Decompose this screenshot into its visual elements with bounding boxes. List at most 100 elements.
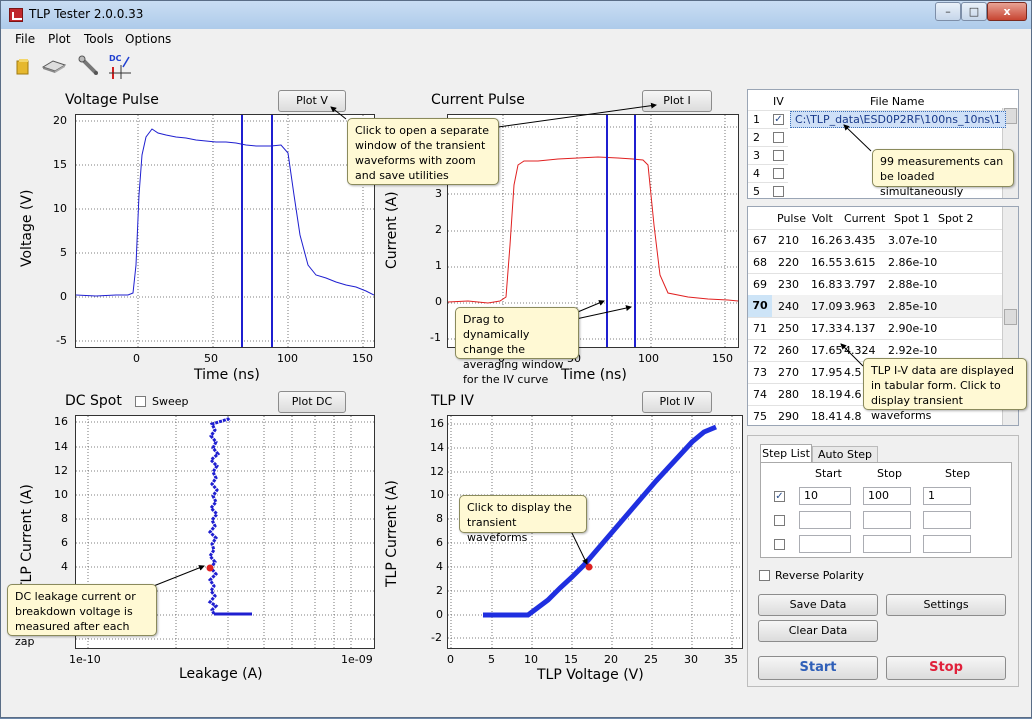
voltage-ytick: 0 [60,290,67,303]
tlp-iv-svg [448,416,742,648]
app-icon [9,8,23,22]
open-folder-icon[interactable] [13,55,35,77]
voltage-xtick: 50 [204,352,218,365]
current-ytick: 0 [435,295,442,308]
step-stop-input[interactable] [863,535,911,553]
step-stop-input[interactable]: 100 [863,487,911,505]
file-col-name: File Name [870,95,925,108]
voltage-ytick: -5 [56,334,67,347]
iv-xtick: 10 [524,653,538,666]
col-spot2: Spot 2 [938,212,974,225]
step-step-input[interactable] [923,511,971,529]
plot-i-button[interactable]: Plot I [642,90,712,112]
tab-auto-step[interactable]: Auto Step [812,446,878,463]
file-row-checkbox[interactable] [773,186,784,197]
table-row-selected[interactable]: 70 240 17.09 3.963 2.85e-10 [748,295,1002,317]
step-start-input[interactable]: 10 [799,487,851,505]
table-row[interactable]: 75 290 18.41 4.8 [753,410,862,423]
file-col-iv: IV [773,95,784,108]
file-row-number: 2 [753,131,760,144]
voltage-trace [76,128,374,297]
wrench-icon[interactable] [77,55,99,77]
callout-click-iv: Click to display the transient waveforms [459,495,587,544]
voltage-pulse-title: Voltage Pulse [65,92,159,108]
callout-plot-v: Click to open a separate window of the t… [347,118,499,185]
iv-ytick: 12 [430,465,444,478]
file-row-number: 1 [753,113,760,126]
dc-xtick: 1e-09 [341,653,373,666]
dc-ytick: 14 [54,440,68,453]
iv-xtick: 30 [684,653,698,666]
menu-options[interactable]: Options [125,32,172,46]
maximize-button[interactable]: □ [961,2,987,21]
title-bar: TLP Tester 2.0.0.33 – □ x [1,1,1031,29]
table-row[interactable]: 71 250 17.33 4.137 2.90e-10 [753,322,938,335]
table-row[interactable]: 68 220 16.55 3.615 2.86e-10 [753,256,938,269]
step-start-input[interactable] [799,535,851,553]
menu-tools[interactable]: Tools [84,32,114,46]
file-row-checkbox[interactable] [773,168,784,179]
voltage-pulse-plot[interactable] [75,114,375,348]
dc-plot-icon[interactable]: DC [107,54,133,79]
save-data-button[interactable]: Save Data [758,594,878,616]
stop-button[interactable]: Stop [886,656,1006,680]
plot-dc-button[interactable]: Plot DC [278,391,346,413]
clear-data-button[interactable]: Clear Data [758,620,878,642]
dc-ytick: 12 [54,464,68,477]
dc-spot-selected-point[interactable] [206,564,214,572]
file-row-name[interactable]: C:\TLP_data\ESD0P2RF\100ns_10ns\1 [790,111,1006,128]
voltage-xlabel: Time (ns) [194,367,260,383]
voltage-ytick: 15 [53,158,67,171]
current-trace [448,156,738,304]
device-icon[interactable] [41,55,67,77]
voltage-pulse-svg [76,115,374,347]
settings-button[interactable]: Settings [886,594,1006,616]
table-row[interactable]: 69 230 16.83 3.797 2.88e-10 [753,278,938,291]
step-list-pane: Start Stop Step ✓ 10 100 1 [760,462,1012,558]
dc-xlabel: Leakage (A) [179,666,263,682]
reverse-polarity-label: Reverse Polarity [775,569,864,582]
menu-plot[interactable]: Plot [48,32,71,46]
table-row[interactable]: 74 280 18.19 4.6 [753,388,862,401]
file-row-checkbox[interactable]: ✓ [773,114,784,125]
table-row[interactable]: 67 210 16.26 3.435 3.07e-10 [753,234,938,247]
current-ytick: 3 [435,187,442,200]
tab-step-list[interactable]: Step List [760,444,812,463]
step-step-input[interactable] [923,535,971,553]
iv-xlabel: TLP Voltage (V) [537,667,644,683]
sweep-checkbox[interactable] [135,396,146,407]
dc-ytick: 10 [54,488,68,501]
step-stop-input[interactable] [863,511,911,529]
dc-ytick: 6 [61,536,68,549]
step-row-checkbox[interactable]: ✓ [774,491,785,502]
dc-spot-svg [76,416,374,648]
iv-xtick: 5 [488,653,495,666]
step-row-checkbox[interactable] [774,515,785,526]
sweep-label: Sweep [152,395,189,408]
voltage-ytick: 5 [60,246,67,259]
table-row[interactable]: 73 270 17.95 4.5 [753,366,862,379]
plot-v-button[interactable]: Plot V [278,90,346,112]
current-ytick: 1 [435,259,442,272]
toolbar: DC [1,49,1031,83]
minimize-button[interactable]: – [935,2,961,21]
menu-file[interactable]: File [15,32,36,46]
file-row-checkbox[interactable] [773,150,784,161]
step-row-checkbox[interactable] [774,539,785,550]
iv-ytick: 8 [436,512,443,525]
start-button[interactable]: Start [758,656,878,680]
file-row-checkbox[interactable] [773,132,784,143]
dc-ytick: 8 [61,512,68,525]
step-step-input[interactable]: 1 [923,487,971,505]
iv-ytick: 16 [430,417,444,430]
tlp-iv-selected-point[interactable] [585,563,593,571]
control-panel: Step List Auto Step Start Stop Step ✓ 10… [747,435,1019,687]
plot-iv-button[interactable]: Plot IV [642,391,712,413]
file-row-number: 5 [753,185,760,198]
close-button[interactable]: x [987,2,1027,21]
dc-ytick: 4 [61,560,68,573]
step-start-input[interactable] [799,511,851,529]
table-row[interactable]: 72 260 17.65 4.324 2.92e-10 [753,344,938,357]
current-xtick: 100 [638,352,659,365]
reverse-polarity-checkbox[interactable] [759,570,770,581]
